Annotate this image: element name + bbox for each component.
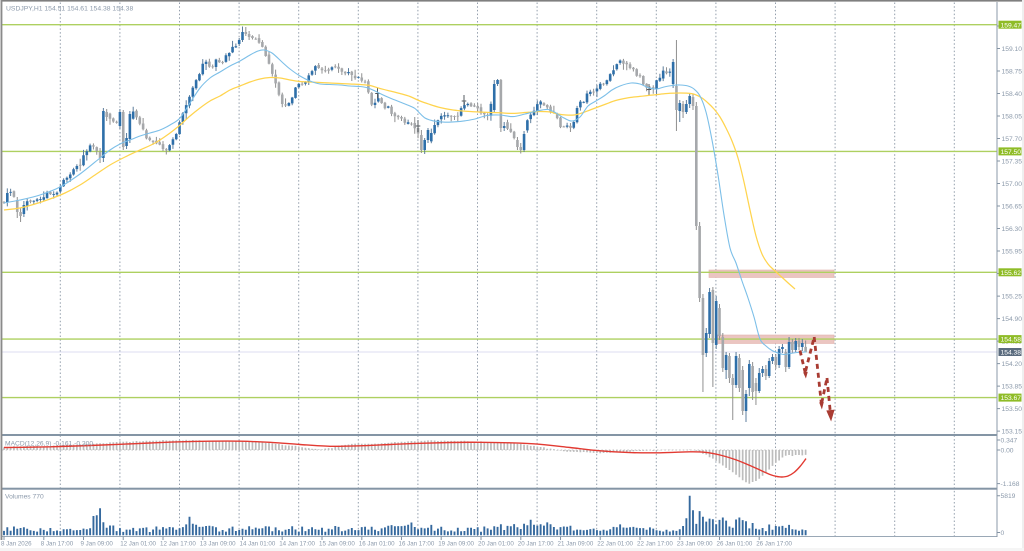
svg-text:20 Jan 17:00: 20 Jan 17:00 (518, 541, 554, 548)
svg-text:0: 0 (1001, 530, 1005, 537)
svg-text:8 Jan 17:00: 8 Jan 17:00 (41, 541, 74, 548)
svg-text:154.90: 154.90 (1002, 316, 1023, 323)
svg-text:157.00: 157.00 (1002, 181, 1023, 188)
svg-text:154.38: 154.38 (1001, 350, 1022, 357)
svg-text:12 Jan 17:00: 12 Jan 17:00 (160, 541, 196, 548)
svg-text:16 Jan 01:00: 16 Jan 01:00 (359, 541, 395, 548)
svg-text:158.75: 158.75 (1002, 68, 1023, 75)
svg-text:156.30: 156.30 (1002, 226, 1023, 233)
svg-text:14 Jan 01:00: 14 Jan 01:00 (240, 541, 276, 548)
svg-text:155.25: 155.25 (1002, 294, 1023, 301)
svg-text:26 Jan 17:00: 26 Jan 17:00 (756, 541, 792, 548)
svg-text:USDJPY,H1 154.51 154.61 154.3: USDJPY,H1 154.51 154.61 154.38 154.38 (6, 6, 133, 13)
svg-text:0.347: 0.347 (1001, 437, 1018, 444)
svg-text:155.95: 155.95 (1002, 248, 1023, 255)
svg-text:26 Jan 01:00: 26 Jan 01:00 (717, 541, 753, 548)
svg-text:8 Jan 2026: 8 Jan 2026 (1, 541, 32, 548)
svg-text:156.65: 156.65 (1002, 203, 1023, 210)
svg-text:157.35: 157.35 (1002, 158, 1023, 165)
svg-text:12 Jan 01:00: 12 Jan 01:00 (120, 541, 156, 548)
svg-text:159.47: 159.47 (1001, 22, 1022, 29)
svg-text:13 Jan 09:00: 13 Jan 09:00 (200, 541, 236, 548)
svg-text:153.15: 153.15 (1002, 429, 1023, 436)
svg-text:23 Jan 09:00: 23 Jan 09:00 (677, 541, 713, 548)
svg-text:0.00: 0.00 (1001, 447, 1014, 454)
svg-text:20 Jan 01:00: 20 Jan 01:00 (478, 541, 514, 548)
svg-text:154.58: 154.58 (1001, 337, 1022, 344)
svg-text:155.62: 155.62 (1001, 270, 1022, 277)
svg-text:16 Jan 17:00: 16 Jan 17:00 (399, 541, 435, 548)
svg-text:19 Jan 09:00: 19 Jan 09:00 (438, 541, 474, 548)
svg-text:5819: 5819 (1001, 493, 1016, 500)
svg-text:154.20: 154.20 (1002, 361, 1023, 368)
svg-text:9 Jan 09:00: 9 Jan 09:00 (81, 541, 114, 548)
svg-text:158.05: 158.05 (1002, 113, 1023, 120)
svg-text:-1.168: -1.168 (1001, 481, 1020, 488)
svg-text:21 Jan 09:00: 21 Jan 09:00 (558, 541, 594, 548)
svg-text:15 Jan 09:00: 15 Jan 09:00 (319, 541, 355, 548)
svg-text:157.70: 157.70 (1002, 136, 1023, 143)
svg-text:153.50: 153.50 (1002, 406, 1023, 413)
svg-text:MACD(12,26,9) -0.161 -0.300: MACD(12,26,9) -0.161 -0.300 (5, 441, 93, 448)
svg-text:153.85: 153.85 (1002, 384, 1023, 391)
svg-text:Volumes 770: Volumes 770 (5, 494, 44, 501)
svg-text:157.50: 157.50 (1001, 149, 1022, 156)
svg-text:159.10: 159.10 (1002, 46, 1023, 53)
svg-text:158.40: 158.40 (1002, 91, 1023, 98)
svg-text:22 Jan 17:00: 22 Jan 17:00 (637, 541, 673, 548)
svg-text:22 Jan 01:00: 22 Jan 01:00 (597, 541, 633, 548)
svg-text:153.67: 153.67 (1001, 395, 1022, 402)
svg-text:14 Jan 17:00: 14 Jan 17:00 (279, 541, 315, 548)
